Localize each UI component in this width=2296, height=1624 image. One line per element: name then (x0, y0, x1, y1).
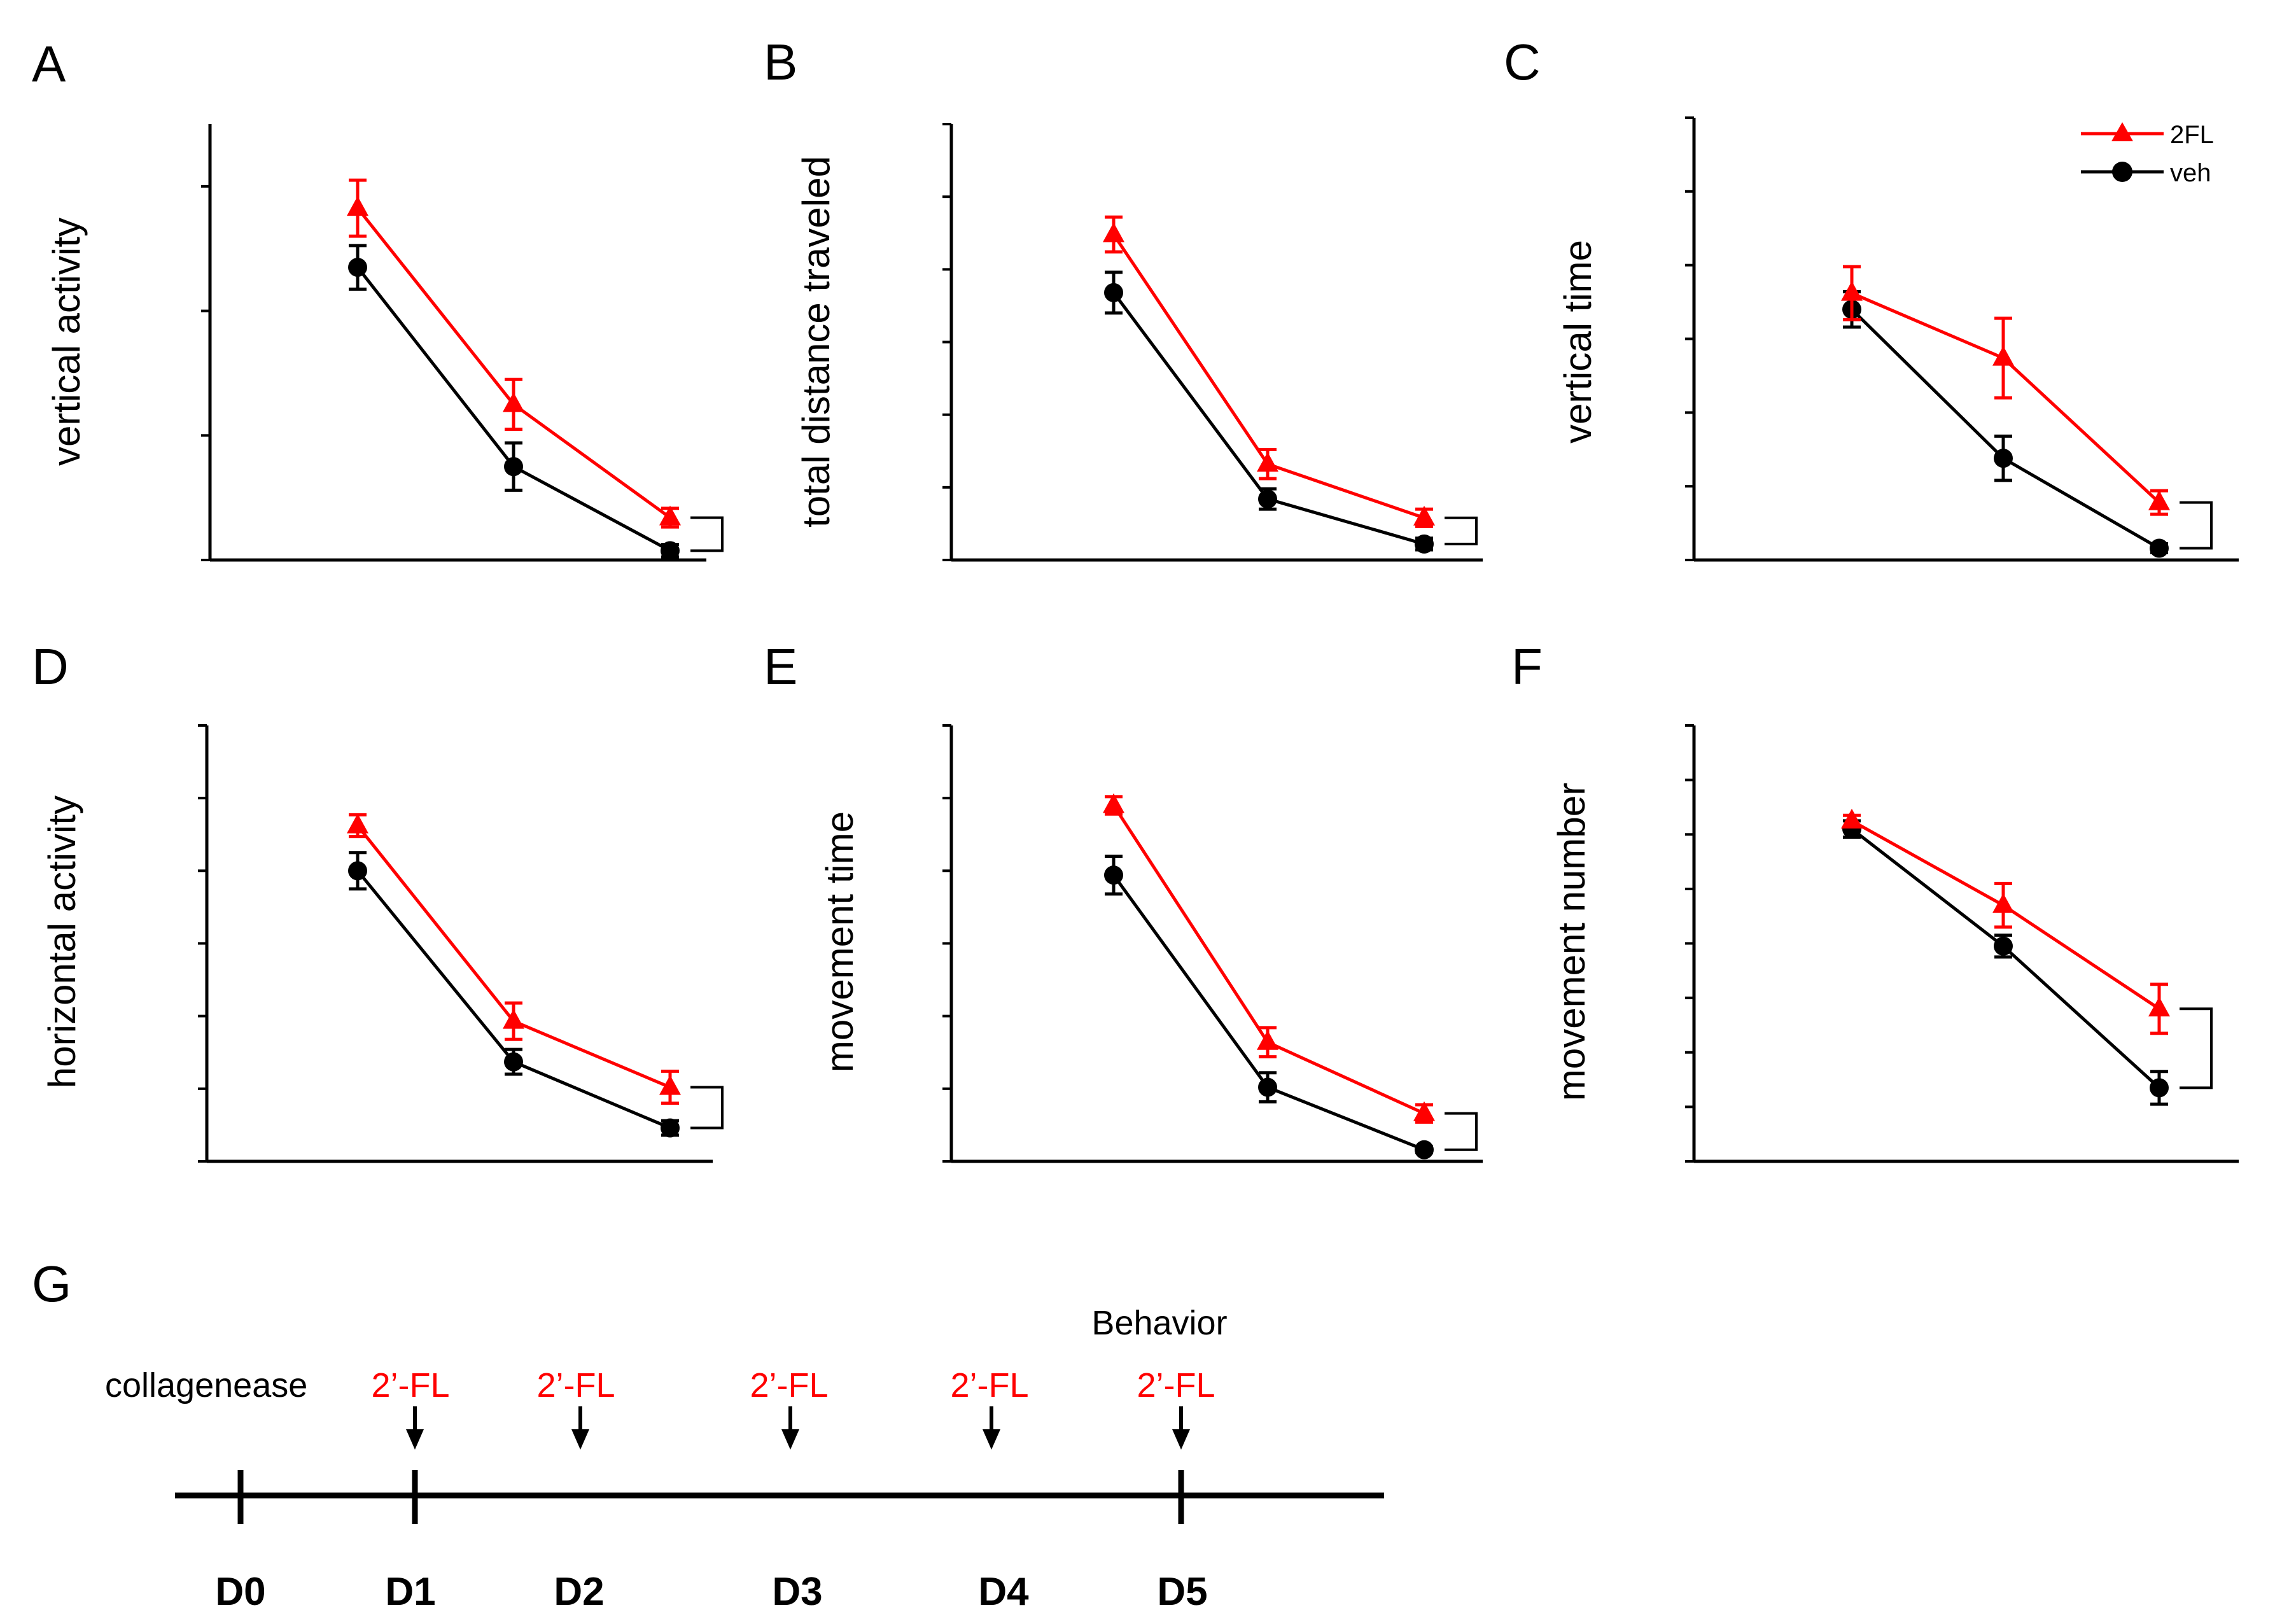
panel-b-letter: B (764, 34, 797, 90)
day-d4: D4 (978, 1570, 1029, 1614)
panel-f-letter: F (1511, 638, 1543, 695)
panel-f-plot (1685, 724, 2239, 1163)
treatment-label-d1: 2’-FL (371, 1366, 449, 1404)
panel-f-sig-bracket (2180, 1007, 2213, 1089)
panel-d-point-2fl (347, 813, 368, 834)
panel-g-timeline: G Behavior collagenease 2’-FL 2’-FL 2’-F… (32, 1256, 1384, 1614)
panel-e-point-veh (1258, 1077, 1277, 1097)
panel-a-ylabel: vertical activity (45, 218, 88, 466)
panel-c-point-2fl (2148, 490, 2170, 510)
panel-a-point-2fl (347, 196, 368, 216)
panel-b-point-veh (1104, 283, 1123, 302)
panel-e: E movement time (764, 638, 1483, 1163)
panel-c-sig-bracket (2180, 501, 2213, 550)
panel-b-point-2fl (1103, 222, 1124, 242)
panel-c: C vertical time (1504, 34, 2239, 562)
panel-c-letter: C (1504, 34, 1541, 90)
panel-d-point-2fl (503, 1009, 524, 1029)
panel-e-series-2fl-line (1112, 804, 1425, 1115)
arrow-d1-icon (406, 1406, 424, 1450)
legend-2fl-marker (2111, 122, 2133, 141)
panel-f-series-2fl-line (1851, 819, 2160, 1011)
panel-e-series-veh-line (1112, 874, 1425, 1152)
panel-a-plot (201, 124, 724, 562)
panel-d-point-veh (504, 1052, 523, 1072)
panel-d: D horizontal activity (32, 638, 724, 1163)
panel-b: B total distance traveled (764, 34, 1483, 562)
panel-a-point-2fl (503, 392, 524, 412)
panel-a-point-2fl (659, 505, 681, 526)
panel-e-sig-bracket (1445, 1112, 1478, 1151)
arrow-d3-icon (781, 1406, 799, 1450)
treatment-label-d5: 2’-FL (1137, 1366, 1215, 1404)
panel-a-point-veh (661, 541, 680, 561)
legend-veh-marker (2112, 162, 2132, 182)
panel-e-point-2fl (1103, 793, 1124, 813)
panel-a-point-veh (348, 258, 367, 277)
day-d0: D0 (215, 1570, 265, 1614)
panel-e-point-veh (1415, 1140, 1434, 1159)
panel-c-plot (1685, 116, 2239, 562)
day-d2: D2 (554, 1570, 604, 1614)
panel-c-point-2fl (1841, 281, 1863, 301)
day-d1: D1 (385, 1570, 435, 1614)
panel-d-sig-bracket (690, 1086, 724, 1130)
panel-d-point-veh (661, 1118, 680, 1138)
panel-c-point-2fl (1992, 346, 2014, 366)
arrow-d4-icon (983, 1406, 1000, 1450)
legend-veh-label: veh (2170, 159, 2211, 187)
panel-b-ylabel: total distance traveled (795, 156, 837, 528)
panel-d-plot (198, 724, 724, 1163)
panel-b-sig-bracket (1445, 516, 1478, 545)
panel-a: A vertical activity (32, 36, 724, 562)
panel-e-letter: E (764, 638, 797, 695)
panel-a-sig-bracket (690, 516, 724, 552)
panel-c-ylabel: vertical time (1557, 240, 1599, 444)
panel-b-plot (942, 123, 1483, 562)
panel-f-point-veh (2150, 1078, 2169, 1098)
panel-d-series-veh-line (356, 869, 671, 1130)
panel-b-point-2fl (1257, 452, 1278, 472)
panel-f: F movement number (1511, 638, 2239, 1163)
panel-c-point-veh (2150, 538, 2169, 558)
panel-d-point-veh (348, 861, 367, 881)
panel-f-point-2fl (2148, 997, 2170, 1017)
day-d5: D5 (1157, 1570, 1207, 1614)
panel-e-point-2fl (1257, 1030, 1278, 1050)
panel-e-point-veh (1104, 865, 1123, 885)
panel-f-ylabel: movement number (1550, 783, 1593, 1101)
panel-a-letter: A (32, 36, 66, 92)
behavior-label: Behavior (1091, 1304, 1227, 1342)
panel-b-point-veh (1258, 489, 1277, 509)
panel-e-ylabel: movement time (818, 811, 861, 1072)
collagenase-label: collagenease (105, 1366, 307, 1404)
panel-f-point-veh (1994, 936, 2013, 956)
panel-d-letter: D (32, 638, 69, 695)
panel-d-point-2fl (659, 1075, 681, 1095)
panel-f-point-2fl (1841, 808, 1863, 829)
day-d3: D3 (772, 1570, 822, 1614)
panel-c-series-veh-line (1851, 308, 2160, 550)
panel-b-point-2fl (1413, 505, 1435, 526)
treatment-label-d4: 2’-FL (950, 1366, 1028, 1404)
treatment-label-d3: 2’-FL (750, 1366, 828, 1404)
panel-b-point-veh (1415, 534, 1434, 554)
panel-c-point-veh (1994, 449, 2013, 468)
arrow-d5-icon (1172, 1406, 1190, 1450)
panel-e-point-2fl (1413, 1101, 1435, 1121)
legend-2fl-label: 2FL (2170, 121, 2214, 149)
panel-d-ylabel: horizontal activity (41, 795, 83, 1088)
arrow-d2-icon (571, 1406, 589, 1450)
panel-g-letter: G (32, 1256, 71, 1312)
legend: 2FL veh (2081, 121, 2214, 187)
treatment-label-d2: 2’-FL (536, 1366, 615, 1404)
panel-a-point-veh (504, 457, 523, 477)
panel-f-point-2fl (1992, 893, 2014, 913)
panel-e-plot (942, 724, 1483, 1163)
